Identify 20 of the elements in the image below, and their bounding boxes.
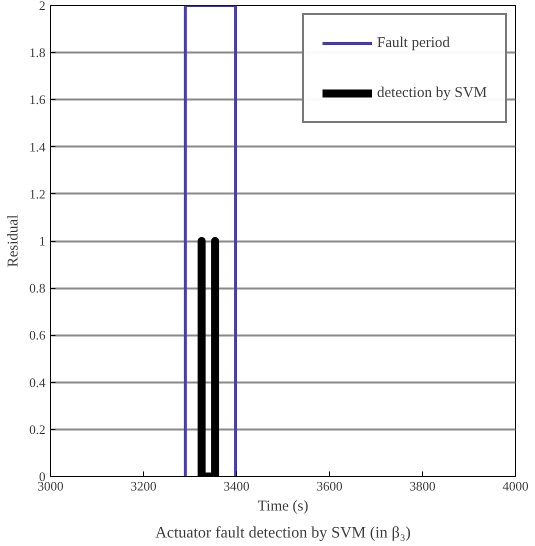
y-tick-label: 2 (39, 0, 46, 13)
legend-label: detection by SVM (377, 84, 487, 102)
y-tick-label: 0.8 (29, 280, 46, 296)
legend-label: Fault period (377, 34, 450, 52)
y-tick-label: 1.6 (29, 92, 46, 108)
x-tick-label: 3400 (224, 478, 250, 494)
text: Actuator fault detection by SVM (in β₃) (155, 524, 411, 542)
y-tick-label: 1 (39, 234, 46, 248)
x-tick-label: 4000 (502, 478, 528, 494)
y-tick-label: 0.6 (29, 328, 46, 343)
y-tick-label: 0.2 (29, 422, 46, 437)
x-axis-title: Time (s) (258, 498, 308, 514)
y-tick-label: 1.2 (29, 186, 46, 202)
y-tick-label: 1.4 (29, 139, 46, 154)
x-tick-label: 3200 (130, 478, 156, 494)
x-tick-label: 3800 (410, 478, 436, 494)
y-axis-title: Residual (5, 214, 22, 268)
y-tick-label: 0.4 (29, 374, 46, 390)
y-tick-label: 1.8 (29, 45, 46, 60)
x-tick-label: 3600 (316, 478, 342, 494)
